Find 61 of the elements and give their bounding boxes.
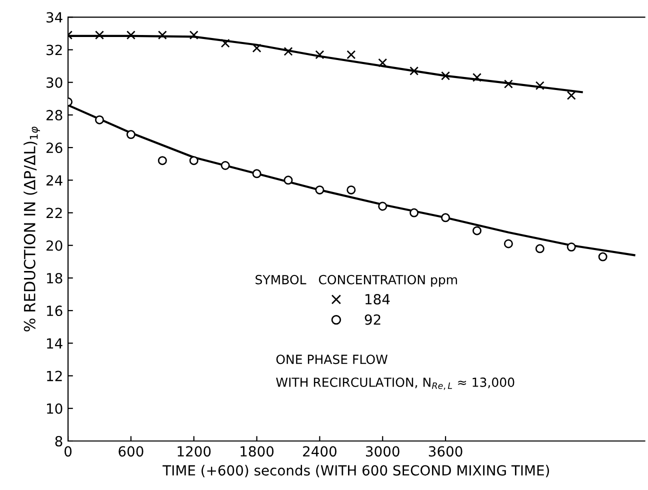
y-tick-label: 28 [46, 110, 62, 120]
y-tick-label: 12 [47, 370, 62, 382]
x-tick-label: 1800 [240, 446, 274, 457]
y-tick-label: 18 [47, 272, 62, 284]
point [378, 58, 388, 68]
point [158, 30, 167, 40]
y-tick-label: 10 [47, 403, 62, 414]
annotation: WITH RECIRCULATION, N$_{Re,L}$ ≈ 13,000 [276, 378, 514, 390]
point [315, 50, 324, 60]
point [535, 244, 544, 254]
point [284, 46, 293, 56]
legend-label: 184 [366, 294, 390, 304]
point [378, 202, 388, 211]
x-axis-title: TIME (+600) seconds (WITH 600 SECOND MIXING TIME) [162, 464, 549, 478]
point [346, 50, 356, 60]
point [504, 239, 513, 248]
point [95, 115, 104, 124]
point [410, 208, 419, 218]
y-tick-label: 24 [46, 175, 62, 186]
point [346, 185, 356, 194]
x-tick-label: 600 [118, 446, 144, 457]
y-tick-label: 30 [46, 77, 62, 88]
x-tick-label: 3600 [428, 446, 462, 457]
point [472, 72, 482, 82]
point [252, 44, 262, 53]
point [441, 213, 450, 222]
point [189, 156, 198, 166]
y-tick-label: 32 [46, 44, 62, 56]
point [220, 38, 230, 48]
point [95, 30, 104, 40]
y-tick-label: 34 [46, 12, 62, 23]
point [315, 185, 324, 194]
legend-title: SYMBOL CONCENTRATION ppm [256, 274, 457, 287]
x-tick-label: 0 [64, 446, 72, 457]
point [189, 30, 198, 40]
point [566, 90, 576, 100]
x-tick-label: 2400 [303, 446, 336, 457]
y-tick-label: 8 [55, 436, 62, 446]
y-tick-label: 16 [47, 306, 62, 316]
point [410, 66, 419, 76]
point [158, 156, 167, 166]
point [252, 169, 262, 178]
point [441, 71, 450, 80]
y-tick-label: 26 [46, 142, 62, 154]
point [472, 226, 482, 236]
legend-label: 92 [364, 314, 380, 325]
point [284, 176, 293, 185]
point [220, 161, 230, 170]
y-tick-label: 14 [47, 338, 62, 348]
point [126, 130, 136, 140]
y-tick-label: 20 [46, 240, 62, 251]
point [535, 81, 544, 90]
point [598, 252, 608, 262]
x-tick-label: 3000 [366, 446, 400, 457]
annotation: ONE PHASE FLOW [276, 354, 388, 364]
y-tick-label: 22 [46, 208, 62, 218]
y-axis-title: % REDUCTION IN (ΔP/ΔL)$_{1φ}$ [24, 126, 40, 332]
point [566, 242, 576, 252]
x-tick-label: 1200 [178, 446, 211, 457]
point [504, 79, 513, 88]
point [126, 30, 136, 40]
